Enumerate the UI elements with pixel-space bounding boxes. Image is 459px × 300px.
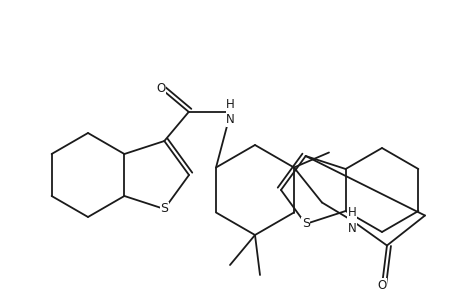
Text: S: S	[301, 218, 309, 230]
Text: O: O	[156, 82, 165, 95]
Text: O: O	[376, 279, 386, 292]
Text: H
N: H N	[226, 98, 235, 126]
Text: S: S	[160, 202, 168, 215]
Text: H
N: H N	[347, 206, 356, 235]
